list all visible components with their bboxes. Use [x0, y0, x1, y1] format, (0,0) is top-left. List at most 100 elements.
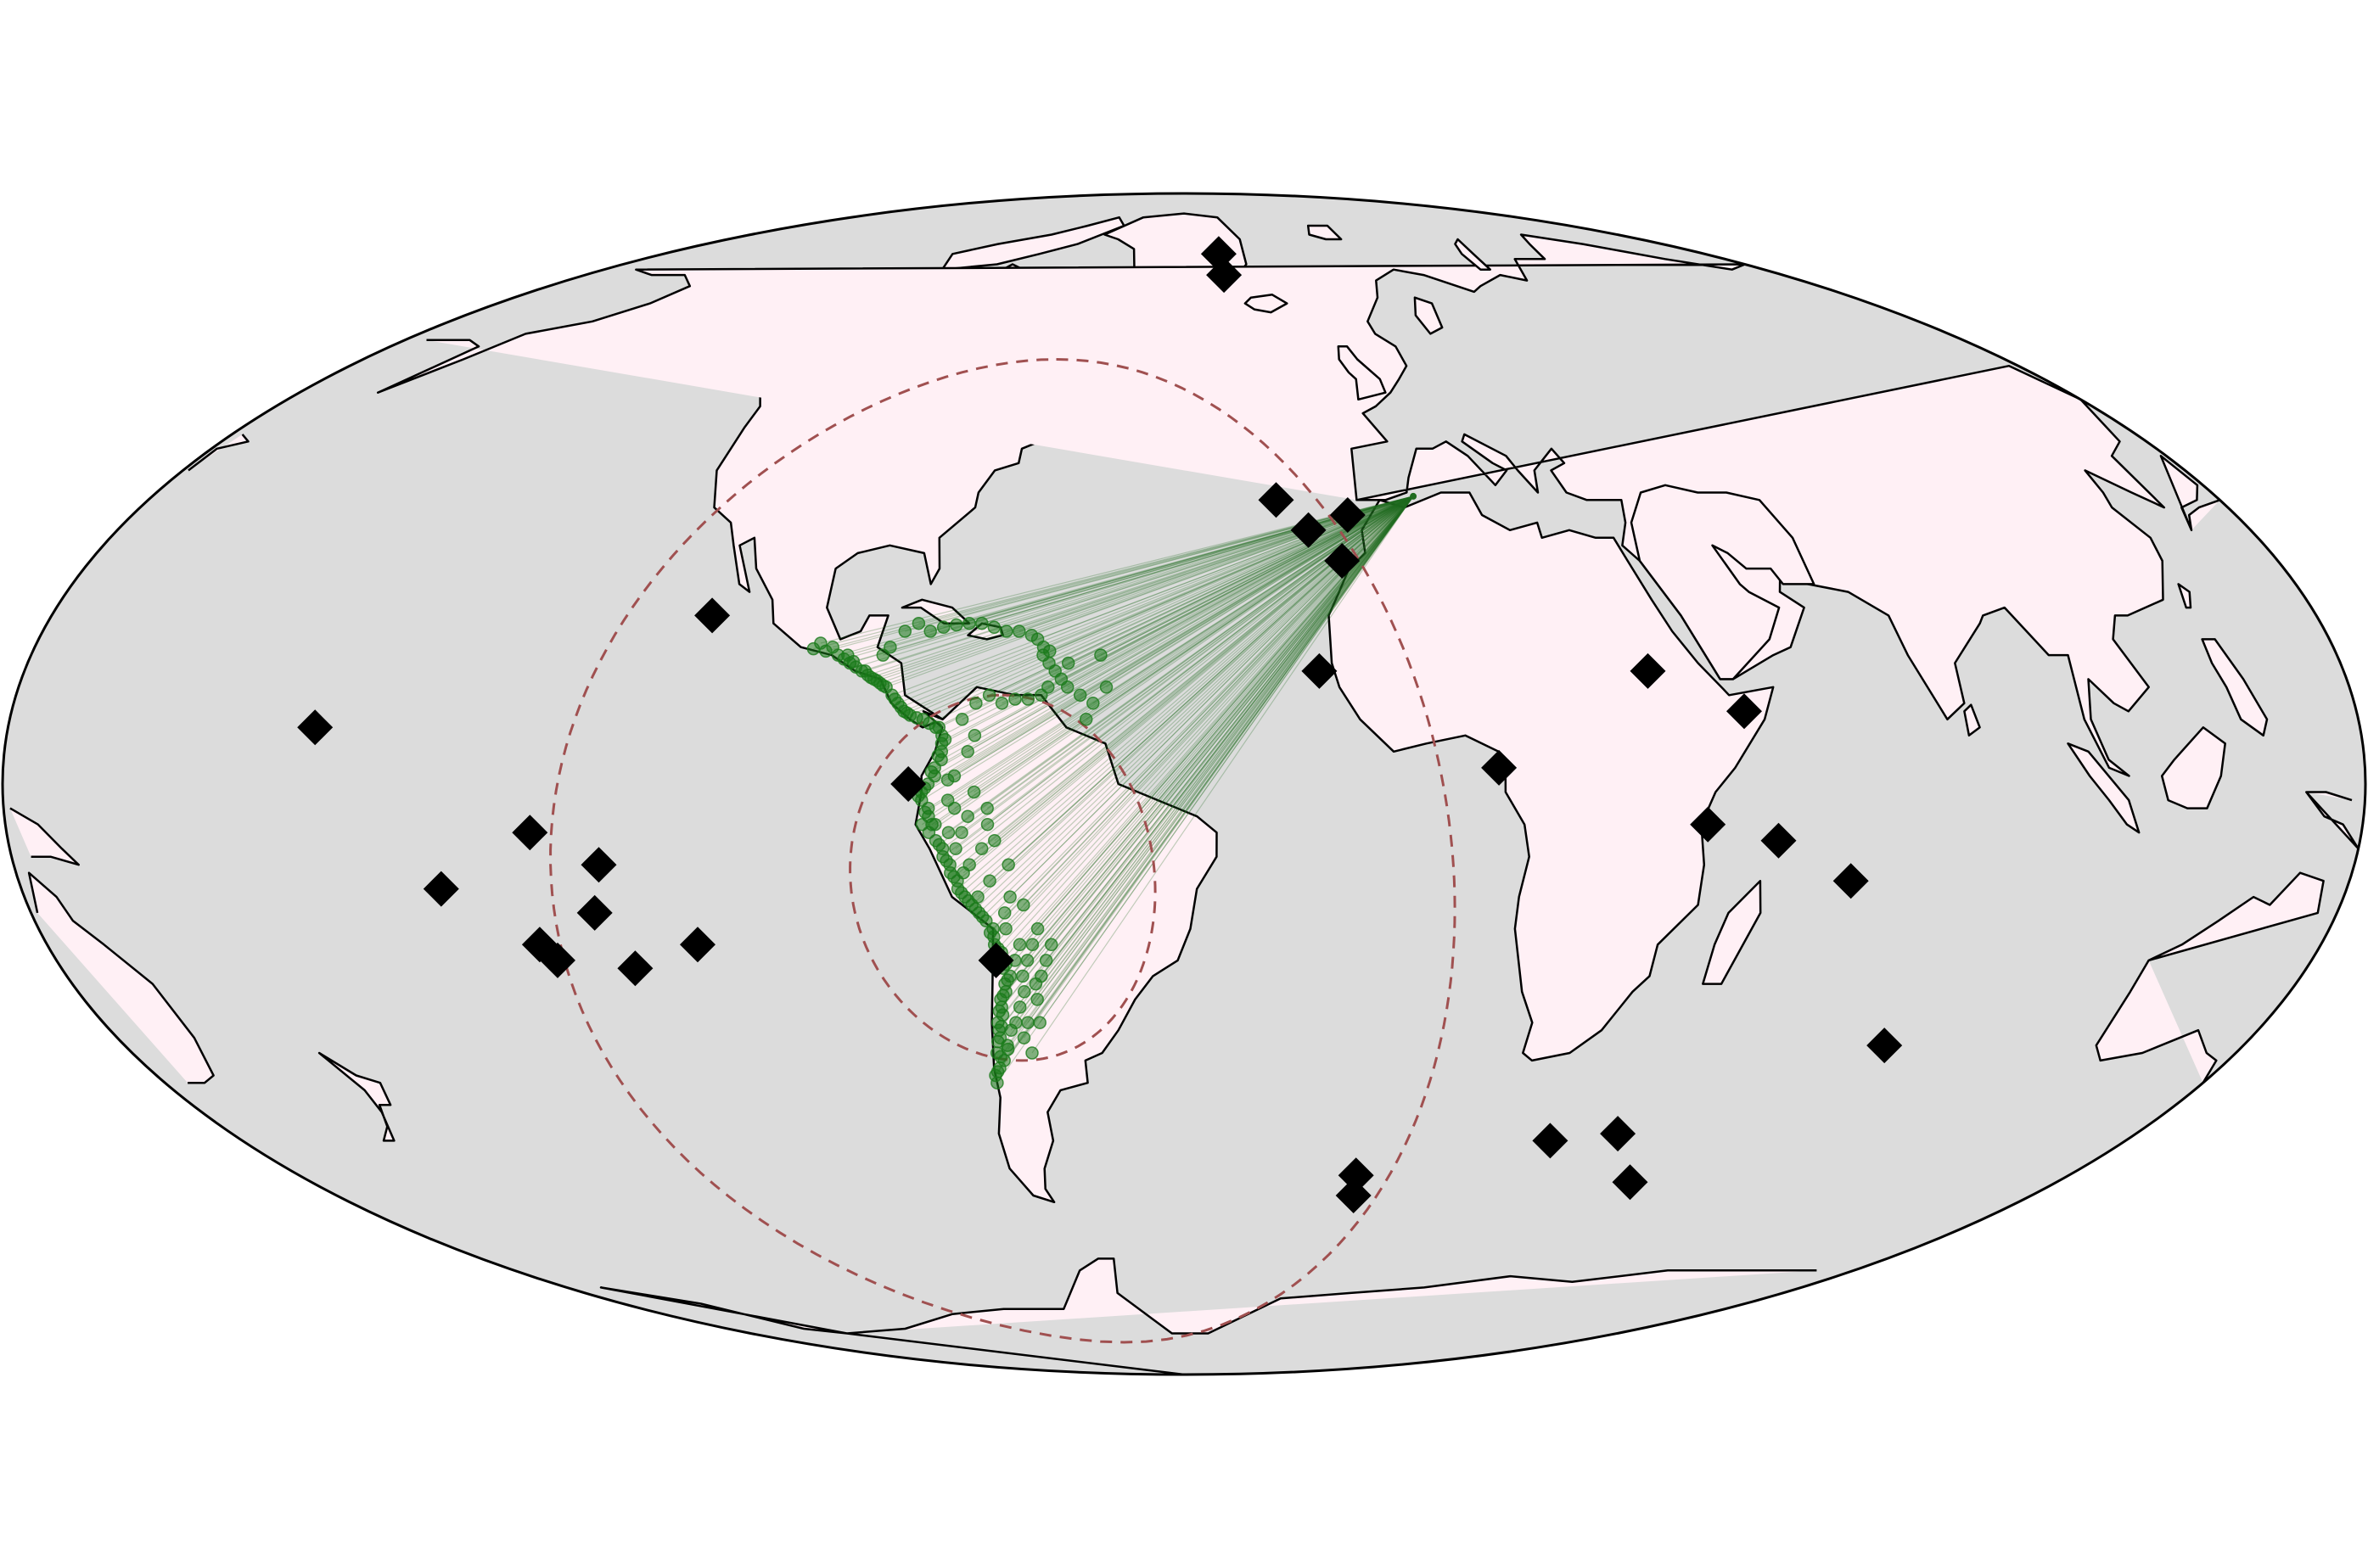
ray-line: [1007, 496, 1414, 1050]
event-point: [1030, 993, 1044, 1006]
ray-line: [1002, 496, 1414, 1016]
station-diamond-marker: [617, 950, 654, 987]
landmass-britain: [1337, 345, 1387, 401]
event-point: [912, 616, 926, 630]
ray-line: [997, 496, 1414, 1042]
event-point: [806, 641, 821, 656]
landmass-arabia-iran: [1630, 484, 1815, 680]
ray-line: [934, 496, 1414, 826]
ray-line: [1004, 496, 1414, 984]
event-point: [1017, 898, 1030, 912]
ray-line: [947, 496, 1414, 801]
ray-line: [1019, 496, 1414, 1008]
ray-line: [934, 496, 1414, 769]
station-diamond-marker: [1206, 257, 1243, 294]
event-point: [955, 826, 968, 839]
ray-line: [1041, 496, 1414, 696]
event-point: [1002, 858, 1015, 871]
event-point: [990, 1065, 1005, 1078]
distance-circle-layer: [549, 358, 1456, 1344]
ray-line: [1022, 496, 1414, 977]
event-point: [932, 720, 946, 735]
ray-line: [924, 496, 1414, 813]
outer-circle: [549, 358, 1456, 1344]
ray-line: [1061, 496, 1414, 680]
inner-circle: [849, 693, 1157, 1062]
landmass-svalbard: [1306, 224, 1343, 241]
event-point-layer: [806, 492, 1417, 1089]
event-point: [1061, 656, 1075, 670]
ray-line: [865, 496, 1414, 672]
ray-line: [1015, 496, 1414, 1023]
event-point: [961, 809, 974, 823]
event-point: [975, 616, 989, 630]
landmass-scandinavia-gulf: [1413, 296, 1444, 335]
event-point: [1099, 680, 1114, 694]
landmass-sumatra: [2067, 742, 2141, 834]
event-point: [918, 805, 932, 820]
event-point: [1021, 692, 1035, 706]
landmass-iceland: [1243, 294, 1288, 314]
ray-line: [870, 496, 1414, 679]
ray-line: [1041, 496, 1414, 977]
event-point: [982, 688, 996, 703]
ray-line: [1005, 496, 1414, 993]
event-point: [846, 654, 861, 669]
ray-line: [996, 496, 1414, 1084]
event-point: [980, 801, 994, 815]
ray-line: [962, 496, 1414, 720]
ray-line: [928, 496, 1414, 817]
station-diamond-marker: [1290, 512, 1327, 548]
landmass-arctic-islands: [940, 216, 1125, 271]
event-point: [969, 697, 983, 710]
station-diamond-marker: [297, 709, 334, 746]
ray-line: [879, 496, 1414, 684]
landmass-novaya-zemlya: [1454, 238, 1492, 271]
ray-line: [1031, 496, 1414, 945]
ray-line: [997, 496, 1414, 1023]
ray-line: [1080, 496, 1414, 696]
ray-line: [931, 496, 1414, 826]
event-point: [999, 921, 1013, 936]
ray-line: [997, 496, 1414, 1072]
ray-line: [897, 496, 1414, 704]
event-point: [1024, 628, 1039, 642]
ray-line: [883, 496, 1414, 686]
ray-line: [903, 496, 1414, 712]
station-diamond-marker: [694, 597, 731, 634]
ray-line: [1001, 496, 1414, 1008]
ray-line: [935, 496, 1414, 728]
landmass-sri-lanka: [1963, 703, 1981, 737]
ray-line: [1010, 496, 1414, 1031]
ray-line: [873, 496, 1414, 680]
event-point: [988, 833, 1002, 848]
event-point: [1013, 624, 1026, 638]
ray-line: [1001, 496, 1414, 1028]
ray-line: [1007, 496, 1414, 981]
event-point: [1017, 1031, 1031, 1044]
ray-line: [929, 496, 1414, 725]
ray-line: [928, 496, 1414, 809]
event-point: [931, 748, 946, 763]
station-diamond-marker: [1760, 822, 1797, 859]
station-diamond-marker: [1832, 863, 1869, 899]
event-point: [975, 910, 990, 924]
station-diamond-marker: [680, 927, 715, 963]
diamond-marker-layer: [297, 236, 1903, 1213]
station-diamond-marker: [576, 894, 613, 931]
event-point: [1001, 973, 1014, 987]
ray-line: [928, 496, 1414, 785]
ray-line: [1000, 496, 1414, 1000]
event-point: [983, 926, 997, 940]
event-point: [1013, 938, 1027, 952]
event-point: [1079, 713, 1093, 726]
event-point: [962, 616, 976, 630]
event-point: [983, 874, 996, 888]
ray-line: [947, 496, 1414, 781]
event-point: [992, 1004, 1007, 1018]
station-diamond-marker: [1258, 482, 1294, 518]
ray-line: [921, 496, 1414, 793]
ray-line: [1051, 496, 1414, 945]
ray-line: [929, 496, 1414, 833]
ray-line: [1086, 496, 1414, 720]
